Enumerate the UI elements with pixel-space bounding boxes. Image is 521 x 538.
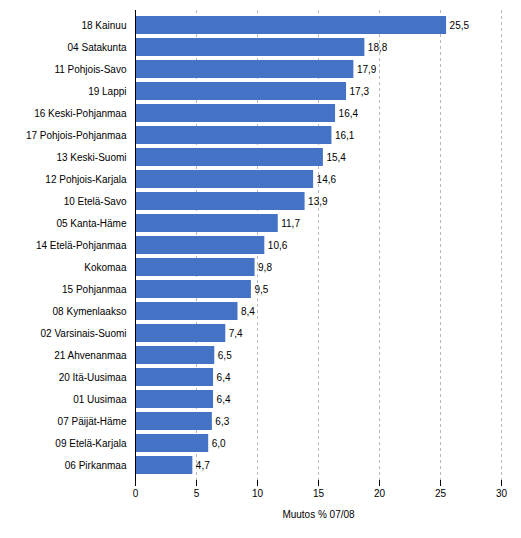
svg-text:10 Etelä-Savo: 10 Etelä-Savo xyxy=(64,196,127,207)
svg-text:17,9: 17,9 xyxy=(357,64,377,75)
svg-text:9,5: 9,5 xyxy=(254,284,268,295)
svg-text:04 Satakunta: 04 Satakunta xyxy=(68,42,127,53)
svg-text:20 Itä-Uusimaa: 20 Itä-Uusimaa xyxy=(59,372,127,383)
svg-text:7,4: 7,4 xyxy=(229,328,243,339)
svg-text:Kokomaa: Kokomaa xyxy=(84,262,127,273)
svg-text:16 Keski-Pohjanmaa: 16 Keski-Pohjanmaa xyxy=(34,108,127,119)
svg-text:16,1: 16,1 xyxy=(335,130,355,141)
svg-text:14 Etelä-Pohjanmaa: 14 Etelä-Pohjanmaa xyxy=(36,240,127,251)
svg-text:4,7: 4,7 xyxy=(196,460,210,471)
svg-text:13 Keski-Suomi: 13 Keski-Suomi xyxy=(56,152,126,163)
svg-text:05 Kanta-Häme: 05 Kanta-Häme xyxy=(56,218,126,229)
svg-text:9,8: 9,8 xyxy=(258,262,272,273)
svg-text:09 Etelä-Karjala: 09 Etelä-Karjala xyxy=(55,438,127,449)
svg-text:12 Pohjois-Karjala: 12 Pohjois-Karjala xyxy=(45,174,127,185)
svg-text:06 Pirkanmaa: 06 Pirkanmaa xyxy=(65,460,127,471)
svg-text:15 Pohjanmaa: 15 Pohjanmaa xyxy=(62,284,127,295)
svg-text:6,4: 6,4 xyxy=(217,372,231,383)
svg-text:6,3: 6,3 xyxy=(215,416,229,427)
svg-text:17 Pohjois-Pohjanmaa: 17 Pohjois-Pohjanmaa xyxy=(26,130,127,141)
svg-text:11 Pohjois-Savo: 11 Pohjois-Savo xyxy=(54,64,127,75)
svg-text:6,4: 6,4 xyxy=(217,394,231,405)
svg-text:0: 0 xyxy=(133,488,139,499)
svg-text:18,8: 18,8 xyxy=(368,42,388,53)
svg-text:25: 25 xyxy=(435,488,447,499)
svg-text:10: 10 xyxy=(252,488,264,499)
svg-text:5: 5 xyxy=(194,488,200,499)
svg-text:07 Päijät-Häme: 07 Päijät-Häme xyxy=(58,416,127,427)
svg-text:21 Ahvenanmaa: 21 Ahvenanmaa xyxy=(54,350,127,361)
svg-text:15,4: 15,4 xyxy=(326,152,346,163)
svg-text:15: 15 xyxy=(313,488,325,499)
svg-text:17,3: 17,3 xyxy=(350,86,370,97)
svg-text:6,0: 6,0 xyxy=(212,438,226,449)
svg-text:25,5: 25,5 xyxy=(450,20,470,31)
svg-text:Muutos % 07/08: Muutos % 07/08 xyxy=(282,509,355,520)
svg-text:6,5: 6,5 xyxy=(218,350,232,361)
svg-text:14,6: 14,6 xyxy=(317,174,337,185)
svg-text:11,7: 11,7 xyxy=(281,218,300,229)
svg-text:8,4: 8,4 xyxy=(241,306,255,317)
svg-text:13,9: 13,9 xyxy=(308,196,328,207)
svg-text:18 Kainuu: 18 Kainuu xyxy=(81,20,126,31)
svg-text:01 Uusimaa: 01 Uusimaa xyxy=(73,394,127,405)
svg-text:20: 20 xyxy=(374,488,386,499)
svg-text:16,4: 16,4 xyxy=(339,108,359,119)
svg-text:08 Kymenlaakso: 08 Kymenlaakso xyxy=(53,306,127,317)
svg-text:30: 30 xyxy=(496,488,508,499)
svg-text:10,6: 10,6 xyxy=(268,240,288,251)
svg-text:02 Varsinais-Suomi: 02 Varsinais-Suomi xyxy=(41,328,127,339)
svg-text:19 Lappi: 19 Lappi xyxy=(88,86,126,97)
